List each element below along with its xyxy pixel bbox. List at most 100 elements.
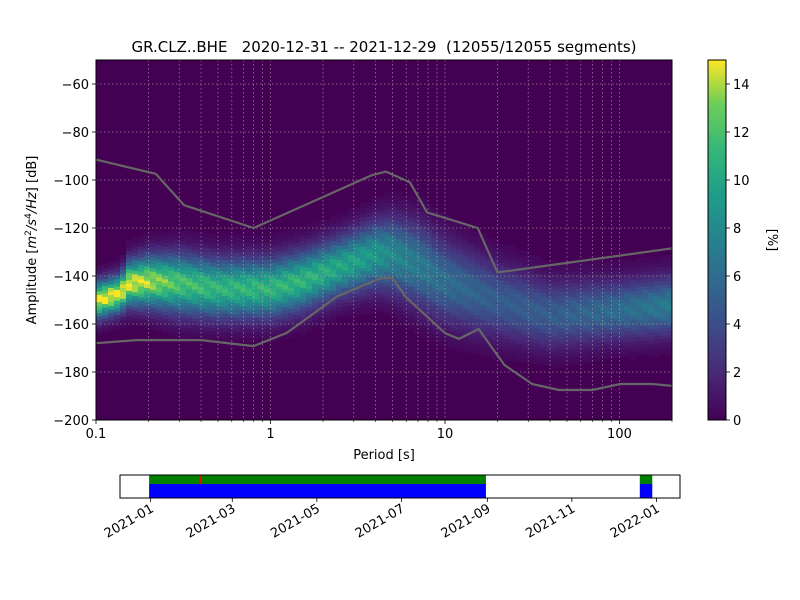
heatmap-cell xyxy=(288,276,295,281)
high-noise-model-line xyxy=(96,158,672,274)
heatmap-cell xyxy=(402,278,409,283)
heatmap-cell xyxy=(282,241,289,246)
heatmap-cell xyxy=(240,295,247,300)
heatmap-cell xyxy=(270,323,277,328)
heatmap-cell xyxy=(132,237,139,242)
heatmap-cell xyxy=(180,316,187,321)
heatmap-cell xyxy=(354,239,361,244)
heatmap-cell xyxy=(426,261,433,266)
heatmap-cell xyxy=(558,359,565,365)
heatmap-cell xyxy=(150,282,157,287)
heatmap-cell xyxy=(540,335,547,341)
heatmap-cell xyxy=(336,310,343,315)
heatmap-cell xyxy=(396,202,403,207)
heatmap-cell xyxy=(264,234,271,239)
heatmap-cell xyxy=(150,256,157,262)
heatmap-cell xyxy=(144,280,151,285)
heatmap-cell xyxy=(474,260,481,265)
heatmap-cell xyxy=(228,237,235,243)
heatmap-cell xyxy=(126,254,133,259)
heatmap-cell xyxy=(138,303,145,309)
heatmap-cell xyxy=(384,271,391,276)
heatmap-cell xyxy=(180,280,187,285)
heatmap-cell xyxy=(186,255,193,261)
heatmap-cell xyxy=(522,355,529,360)
heatmap-cell xyxy=(390,255,397,261)
heatmap-cell xyxy=(204,286,211,292)
heatmap-cell xyxy=(186,317,193,322)
heatmap-cell xyxy=(312,254,319,259)
heatmap-cell xyxy=(486,295,493,300)
heatmap-cell xyxy=(114,289,121,294)
heatmap-cell xyxy=(432,272,439,277)
heatmap-cell xyxy=(546,314,553,320)
heatmap-cell xyxy=(624,262,631,267)
heatmap-cell xyxy=(450,259,457,264)
heatmap-cell xyxy=(498,319,505,324)
heatmap-cell xyxy=(462,254,469,259)
heatmap-cell xyxy=(192,288,199,294)
heatmap-cell xyxy=(576,281,583,286)
heatmap-cell xyxy=(150,289,157,294)
heatmap-cell xyxy=(222,331,229,336)
heatmap-cell xyxy=(552,361,559,366)
heatmap-cell xyxy=(342,230,349,235)
heatmap-cell xyxy=(630,294,637,299)
heatmap-cell xyxy=(480,254,487,260)
heatmap-cell xyxy=(192,281,199,286)
heatmap-cell xyxy=(366,230,373,235)
heatmap-cell xyxy=(162,314,169,319)
heatmap-cell xyxy=(414,247,421,252)
heatmap-cell xyxy=(486,248,493,254)
heatmap-cell xyxy=(180,258,187,263)
heatmap-cell xyxy=(588,340,595,345)
heatmap-cell xyxy=(552,314,559,319)
heatmap-cell xyxy=(354,304,361,309)
heatmap-cell xyxy=(96,272,103,277)
heatmap-cell xyxy=(294,318,301,323)
heatmap-cell xyxy=(288,236,295,241)
heatmap-cell xyxy=(432,290,439,295)
heatmap-cell xyxy=(558,302,565,307)
heatmap-cell xyxy=(186,302,193,307)
heatmap-cell xyxy=(264,313,271,318)
heatmap-cell xyxy=(540,281,547,287)
heatmap-cell xyxy=(216,324,223,329)
heatmap-cell xyxy=(480,276,487,281)
heatmap-cell xyxy=(150,260,157,265)
heatmap-cell xyxy=(456,296,463,301)
heatmap-cell xyxy=(240,255,247,261)
heatmap-cell xyxy=(648,260,655,265)
heatmap-cell xyxy=(516,314,523,319)
heatmap-cell xyxy=(114,260,121,265)
heatmap-cell xyxy=(504,320,511,325)
heatmap-cell xyxy=(342,302,349,307)
heatmap-cell xyxy=(642,267,649,273)
heatmap-cell xyxy=(462,247,469,252)
heatmap-cell xyxy=(432,261,439,267)
heatmap-cell xyxy=(96,326,103,331)
heatmap-cell xyxy=(528,348,535,353)
heatmap-cell xyxy=(408,196,415,201)
heatmap-cell xyxy=(132,320,139,325)
heatmap-cell xyxy=(618,331,625,336)
heatmap-cell xyxy=(348,261,355,266)
heatmap-cell xyxy=(642,325,649,330)
heatmap-cell xyxy=(162,300,169,305)
heatmap-cell xyxy=(444,293,451,298)
heatmap-cell xyxy=(114,282,121,287)
heatmap-cell xyxy=(306,296,313,301)
heatmap-cell xyxy=(366,277,373,282)
heatmap-cell xyxy=(492,286,499,291)
heatmap-cell xyxy=(528,298,535,303)
heatmap-cell xyxy=(522,293,529,299)
heatmap-cell xyxy=(306,299,313,304)
heatmap-cell xyxy=(462,279,469,284)
heatmap-cell xyxy=(186,230,193,235)
heatmap-cell xyxy=(258,306,265,311)
heatmap-cell xyxy=(564,308,571,313)
heatmap-cell xyxy=(450,291,457,296)
heatmap-cell xyxy=(450,233,457,239)
heatmap-cell xyxy=(420,232,427,238)
heatmap-cell xyxy=(360,249,367,254)
